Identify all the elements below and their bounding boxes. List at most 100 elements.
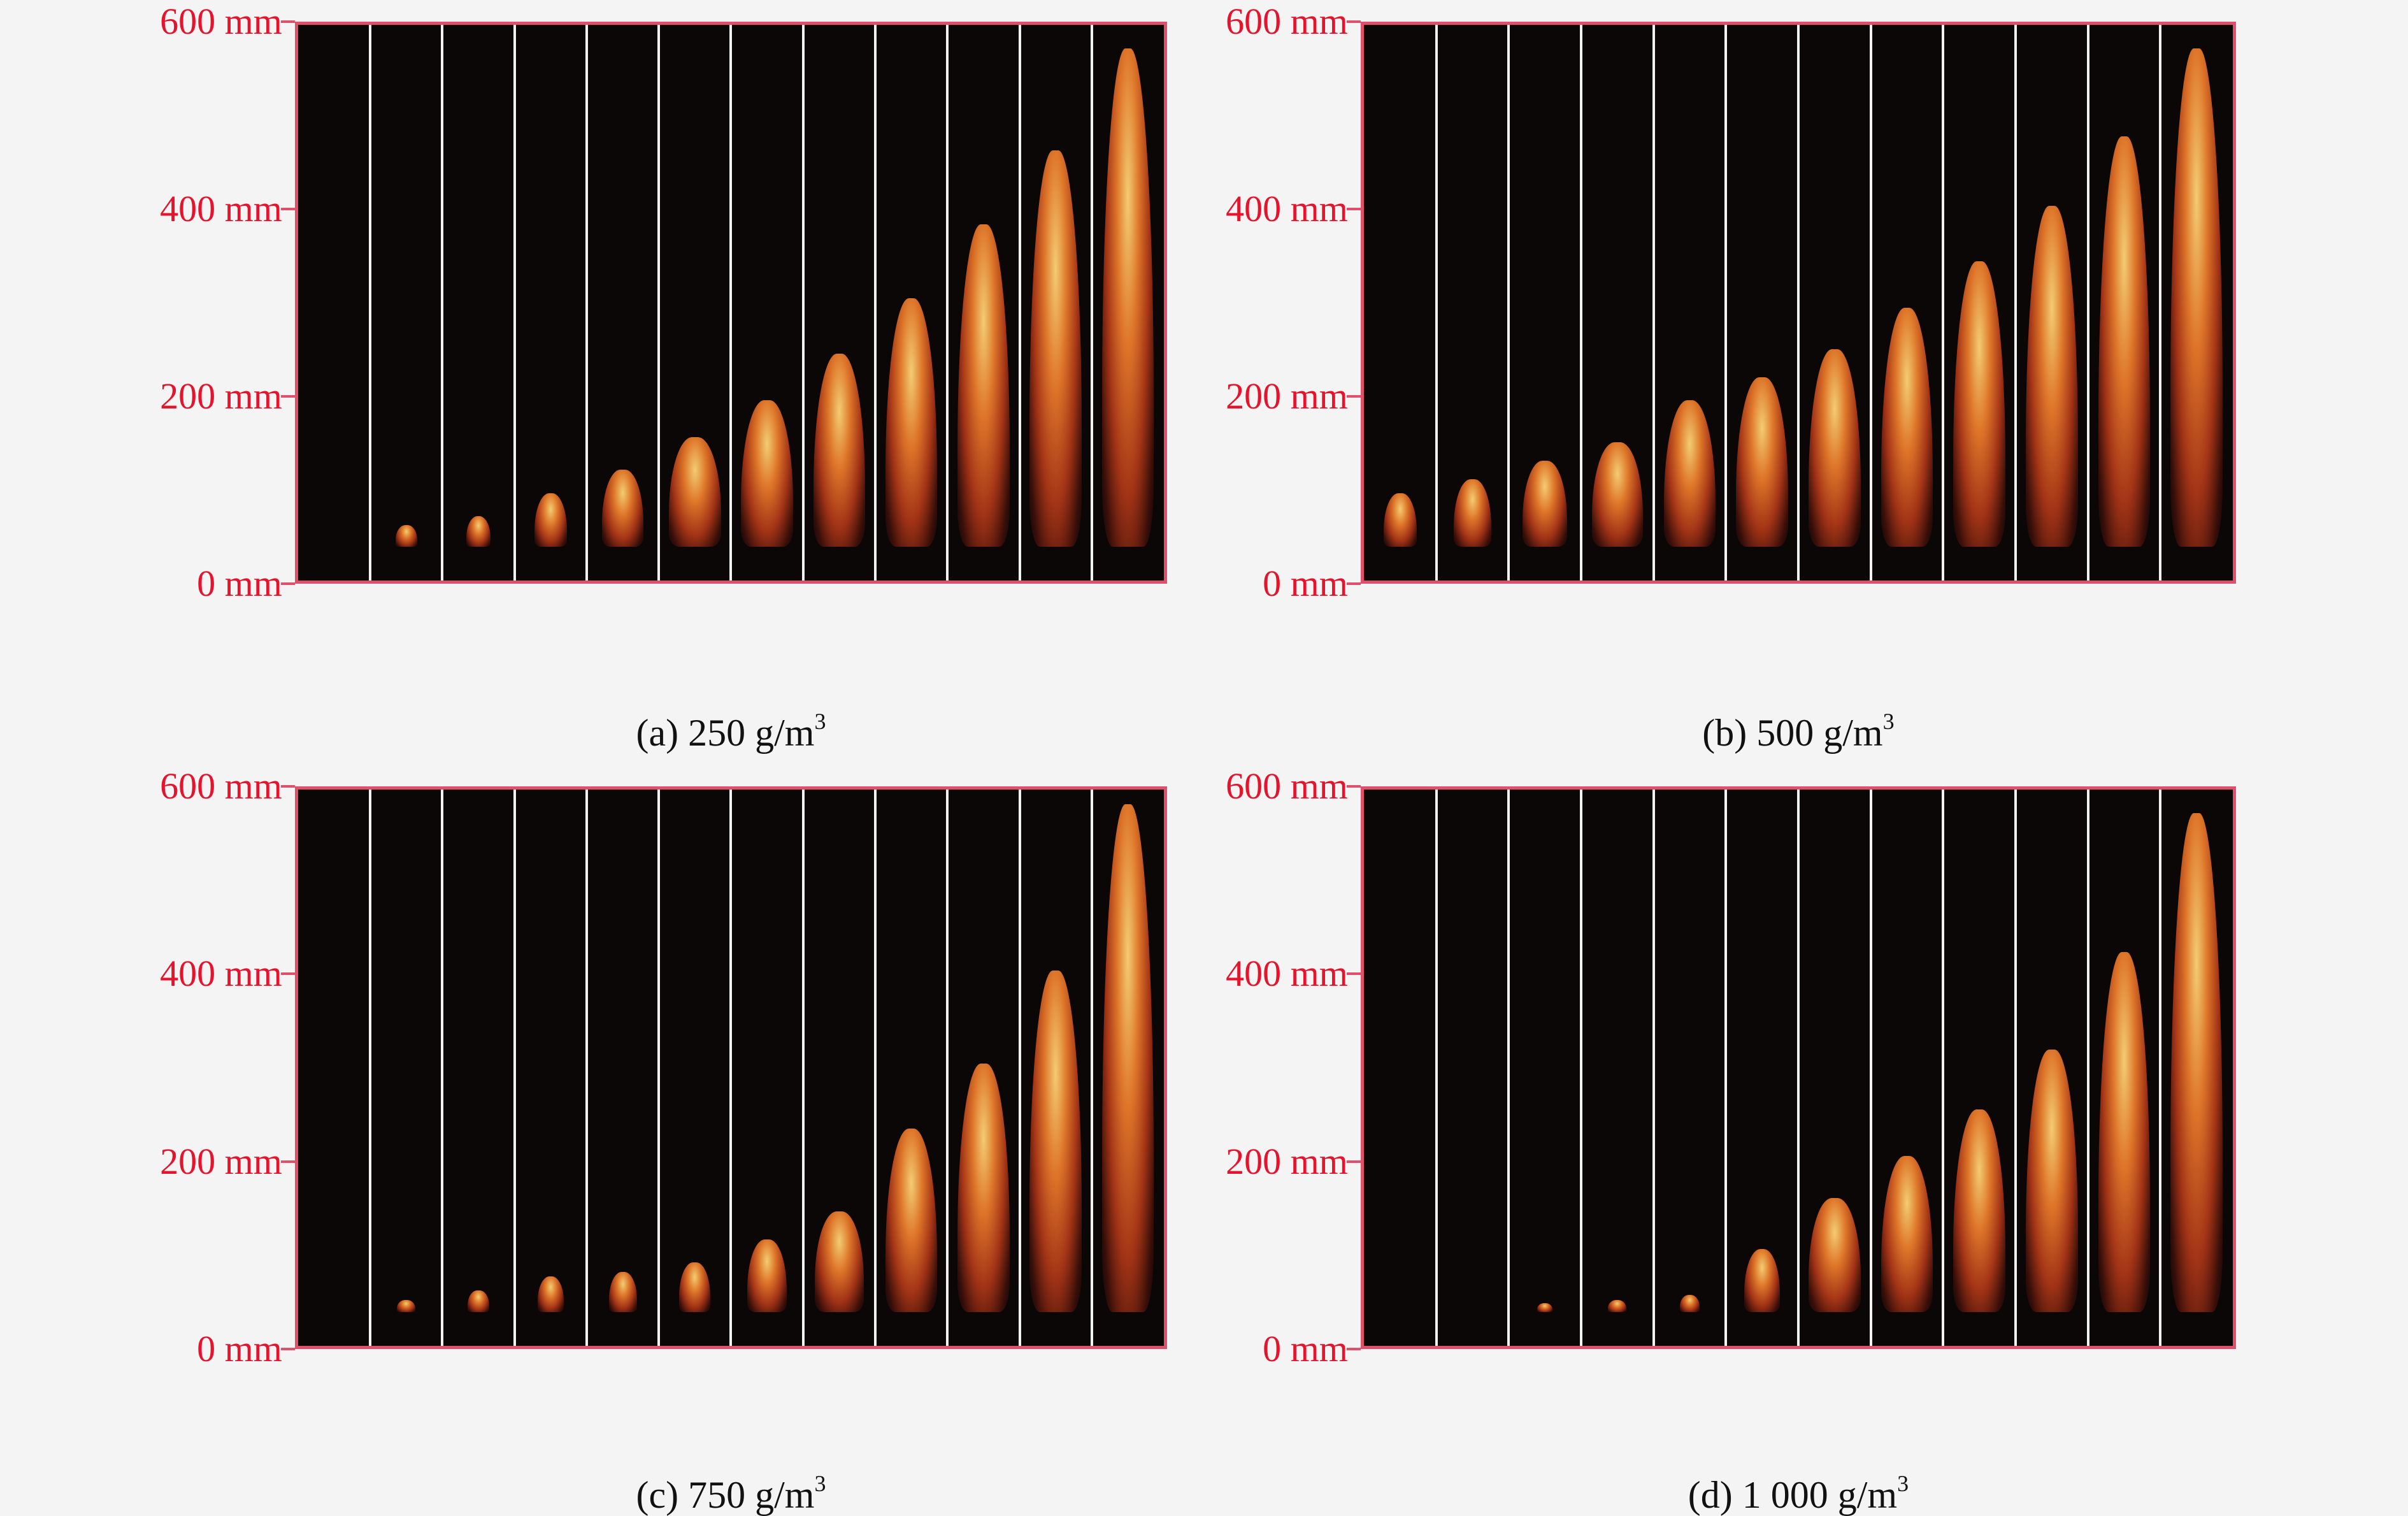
y-tick-mark	[1346, 1347, 1361, 1350]
flame-frame	[1736, 377, 1789, 547]
flame-frame	[1523, 460, 1567, 547]
y-tick-mark	[1346, 1160, 1361, 1163]
y-tick-mark	[280, 394, 295, 398]
panel-caption: (a) 250 g/m3	[285, 702, 1177, 752]
flame-frame	[679, 1262, 711, 1312]
y-tick-label: 400 mm	[1226, 187, 1348, 229]
flame-image-strip	[1360, 21, 2236, 584]
flame-frame	[1101, 48, 1154, 547]
flame-frame	[1808, 1197, 1861, 1312]
caption-superscript: 3	[1882, 708, 1895, 734]
frame-separator	[1869, 790, 1872, 1346]
flame-frame	[957, 1063, 1010, 1312]
y-tick-mark	[1346, 20, 1361, 23]
y-tick-mark	[280, 207, 295, 210]
flame-frame	[1744, 1248, 1781, 1312]
frame-separator	[1579, 790, 1582, 1346]
frame-separator	[585, 790, 588, 1346]
flame-frame	[885, 1128, 938, 1312]
frame-separator	[513, 24, 516, 581]
frame-separator	[1507, 790, 1510, 1346]
frame-separator	[1869, 24, 1872, 581]
frame-separator	[729, 24, 733, 581]
flame-frame	[2098, 136, 2151, 547]
y-tick-mark	[1346, 785, 1361, 788]
frame-separator	[1652, 790, 1655, 1346]
frame-separator	[1796, 790, 1800, 1346]
y-tick-label: 200 mm	[1226, 1140, 1348, 1182]
frame-separator	[1942, 790, 1945, 1346]
flame-frame	[2025, 205, 2078, 547]
caption-superscript: 3	[1897, 1470, 1909, 1496]
flame-frame	[2025, 1049, 2078, 1312]
y-tick-label: 400 mm	[160, 953, 282, 995]
frame-separator	[801, 24, 805, 581]
frame-separator	[657, 790, 661, 1346]
flame-frame	[395, 525, 417, 547]
y-tick-mark	[1346, 972, 1361, 976]
frame-separator	[874, 790, 877, 1346]
frame-separator	[369, 790, 372, 1346]
flame-frame	[1881, 1156, 1933, 1312]
frame-separator	[513, 790, 516, 1346]
frame-separator	[874, 24, 877, 581]
flame-frame	[466, 516, 491, 547]
y-tick-mark	[1346, 582, 1361, 586]
frame-separator	[1652, 24, 1655, 581]
flame-frame	[2170, 813, 2223, 1312]
frame-separator	[2086, 790, 2089, 1346]
frame-separator	[2086, 24, 2089, 581]
y-tick-label: 0 mm	[1263, 1327, 1348, 1369]
caption-superscript: 3	[814, 1470, 826, 1496]
y-tick-label: 200 mm	[160, 1140, 282, 1182]
frame-separator	[1724, 24, 1728, 581]
flame-frame	[1383, 493, 1417, 547]
flame-frame	[537, 1276, 564, 1312]
panel-caption: (c) 750 g/m3	[285, 1464, 1177, 1514]
y-tick-mark	[280, 20, 295, 23]
frame-separator	[1724, 790, 1728, 1346]
frame-separator	[441, 790, 444, 1346]
y-tick-mark	[1346, 394, 1361, 398]
caption-text: (a) 250 g/m	[636, 711, 815, 754]
flame-frame	[747, 1239, 787, 1312]
flame-frame	[1663, 400, 1716, 547]
caption-text: (b) 500 g/m	[1702, 711, 1883, 754]
flame-frame	[669, 437, 721, 547]
flame-frame	[1029, 150, 1082, 547]
y-tick-label: 400 mm	[160, 187, 282, 229]
frame-separator	[1435, 24, 1438, 581]
y-tick-label: 600 mm	[1226, 765, 1348, 807]
caption-superscript: 3	[814, 708, 826, 734]
panel-caption: (b) 500 g/m3	[1352, 702, 2244, 752]
y-tick-label: 200 mm	[160, 375, 282, 417]
frame-separator	[2014, 24, 2017, 581]
flame-frame	[741, 400, 793, 547]
flame-frame	[608, 1271, 637, 1312]
flame-frame	[1953, 261, 2006, 547]
frame-separator	[1796, 24, 1800, 581]
frame-separator	[2159, 24, 2162, 581]
frame-separator	[729, 790, 733, 1346]
y-tick-label: 600 mm	[160, 0, 282, 42]
y-tick-label: 0 mm	[197, 1327, 282, 1369]
frame-separator	[1090, 790, 1093, 1346]
flame-frame	[957, 224, 1010, 547]
flame-frame	[1101, 804, 1154, 1312]
y-tick-label: 600 mm	[1226, 0, 1348, 42]
frame-separator	[1579, 24, 1582, 581]
y-tick-mark	[280, 1160, 295, 1163]
flame-frame	[1608, 1299, 1627, 1312]
frame-separator	[1018, 24, 1021, 581]
y-tick-mark	[280, 972, 295, 976]
y-tick-label: 400 mm	[1226, 953, 1348, 995]
frame-separator	[1435, 790, 1438, 1346]
flame-frame	[814, 1211, 864, 1312]
flame-frame	[468, 1290, 489, 1312]
flame-image-strip	[1360, 786, 2236, 1349]
y-tick-label: 600 mm	[160, 765, 282, 807]
flame-frame	[397, 1299, 416, 1312]
frame-separator	[1018, 790, 1021, 1346]
flame-frame	[534, 493, 568, 547]
flame-frame	[1808, 349, 1861, 547]
